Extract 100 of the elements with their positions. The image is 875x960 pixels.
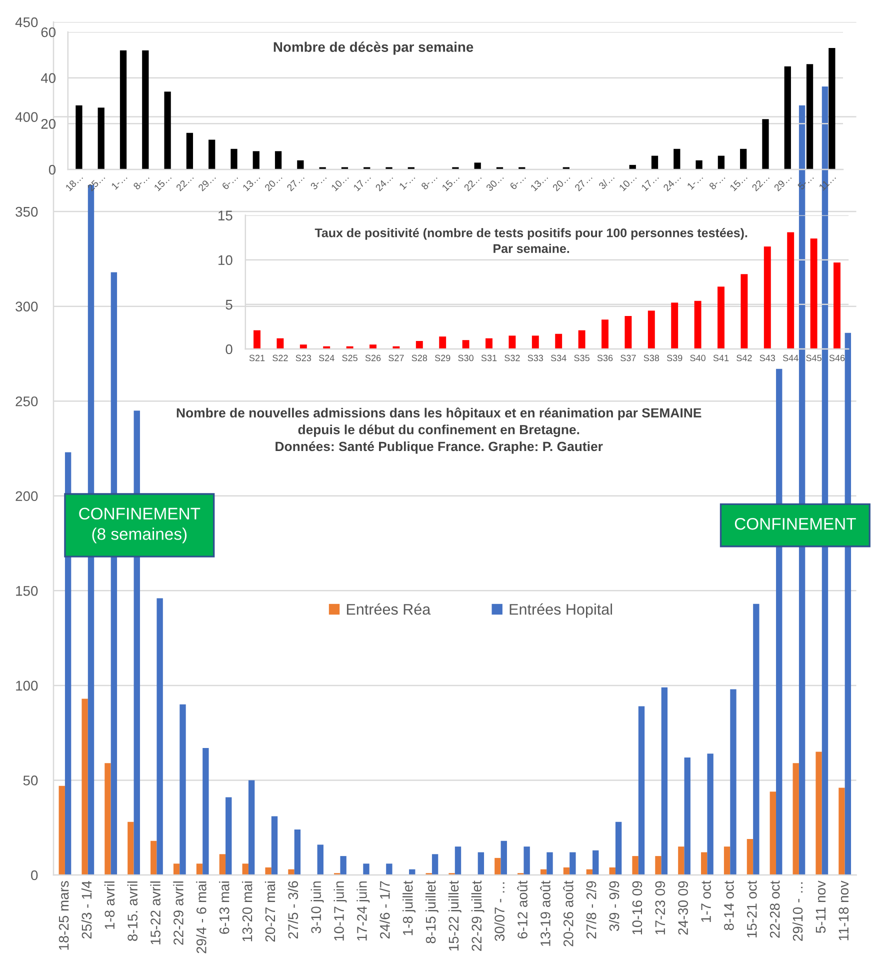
x-tick-label: S31 xyxy=(481,354,497,362)
bar xyxy=(186,132,194,170)
x-tick-label: 5-… xyxy=(797,173,814,190)
y-tick-label: 300 xyxy=(16,302,38,312)
bar xyxy=(753,604,760,875)
bar xyxy=(416,340,423,349)
x-tick-label: 8-15. avril xyxy=(127,881,138,941)
x-tick-label: S21 xyxy=(249,354,265,362)
bar xyxy=(494,858,501,875)
y-tick-label: 40 xyxy=(40,73,56,84)
x-tick-label: 27/8 - 2/9 xyxy=(586,881,596,939)
bar xyxy=(120,50,127,170)
x-tick-label: 1-… xyxy=(686,173,704,190)
x-tick-label: S32 xyxy=(504,354,520,362)
x-tick-label: S28 xyxy=(412,354,428,362)
text: Taux de positivité (nombre de tests positifs pour 100 personnes testées). Par semaine. xyxy=(314,228,748,254)
bar xyxy=(164,92,171,170)
x-tick-label: S29 xyxy=(434,354,450,362)
bar xyxy=(784,66,791,170)
x-tick-label: S43 xyxy=(760,354,776,362)
bar xyxy=(230,148,238,170)
bar xyxy=(810,238,818,349)
x-tick-label: 1-… xyxy=(398,173,416,190)
x-tick-label: 3-… xyxy=(310,173,327,190)
y-tick-label: 0 xyxy=(48,164,56,175)
x-tick-label: 13-19 août xyxy=(540,880,550,946)
x-tick-label: 22-29 avril xyxy=(173,881,184,945)
x-tick-label: 29/4 - 6 mai xyxy=(196,881,206,954)
bar xyxy=(555,334,562,349)
x-tick-label: 6-12 août xyxy=(517,880,528,939)
x-tick-label: 13… xyxy=(530,173,548,192)
x-tick-label: 8-15 juillet xyxy=(425,880,438,944)
x-tick-label: 6-… xyxy=(222,173,238,190)
y-tick-label: 200 xyxy=(16,491,38,502)
x-tick-label: 17-23 09 xyxy=(655,881,666,934)
y-tick-label: 0 xyxy=(226,344,232,354)
x-tick-label: S42 xyxy=(736,354,752,362)
bar xyxy=(98,108,104,170)
bar xyxy=(592,850,599,875)
x-tick-label: 10-17 juin xyxy=(334,881,347,940)
bar xyxy=(546,852,553,875)
bar xyxy=(486,338,492,349)
bar xyxy=(816,752,822,875)
x-tick-label: 15… xyxy=(154,173,172,192)
bar xyxy=(828,48,836,170)
y-tick-label: 100 xyxy=(16,680,38,691)
bar xyxy=(678,846,684,875)
x-tick-label: S26 xyxy=(365,354,381,362)
x-tick-label: 20-27 mai xyxy=(264,881,276,942)
x-tick-label: 3-10 juin xyxy=(310,881,324,934)
bar xyxy=(128,822,134,875)
legend-label: Entrées Réa xyxy=(346,603,431,615)
y-tick-label: 20 xyxy=(41,119,56,129)
y-tick-label: 5 xyxy=(226,300,232,310)
bar xyxy=(787,232,794,349)
bar xyxy=(674,148,680,170)
y-tick-label: 60 xyxy=(41,27,56,38)
bar xyxy=(770,792,776,875)
x-tick-label: 27… xyxy=(286,173,304,192)
bar xyxy=(180,704,186,875)
bar xyxy=(271,816,278,875)
x-tick-label: 11… xyxy=(818,173,836,191)
x-tick-label: S23 xyxy=(296,354,312,362)
bar xyxy=(474,162,481,170)
x-tick-label: 20-26 août xyxy=(563,880,574,946)
bar xyxy=(724,846,730,875)
y-tick-label: 350 xyxy=(16,206,38,217)
x-tick-label: 22… xyxy=(464,173,482,192)
bar xyxy=(602,320,608,349)
x-tick-label: 17… xyxy=(641,173,659,192)
x-tick-label: 27/5 - 3/6 xyxy=(288,881,298,939)
bar xyxy=(764,246,771,349)
x-tick-label: 27… xyxy=(574,173,592,192)
x-tick-label: 1-8 avril xyxy=(104,881,115,929)
bar xyxy=(508,336,516,349)
x-tick-label: 25… xyxy=(87,173,106,192)
x-tick-label: 22… xyxy=(751,173,770,192)
bar xyxy=(363,864,370,875)
y-tick-label: 250 xyxy=(16,396,38,406)
bar xyxy=(370,344,376,349)
bar xyxy=(454,846,462,875)
bar xyxy=(638,706,645,875)
y-tick-label: 450 xyxy=(15,17,38,28)
y-tick-label: 10 xyxy=(218,255,232,266)
bar xyxy=(655,856,662,875)
bar xyxy=(524,846,530,875)
x-tick-label: 1-… xyxy=(111,173,128,190)
x-tick-label: 29… xyxy=(774,173,792,192)
y-tick-label: 0 xyxy=(31,870,38,880)
bar xyxy=(58,786,65,875)
x-tick-label: S35 xyxy=(574,354,590,362)
y-tick-label: 50 xyxy=(23,776,38,786)
bar xyxy=(265,867,272,875)
bar xyxy=(104,763,111,875)
x-tick-label: S45 xyxy=(806,354,822,362)
x-tick-label: 17-24 juin xyxy=(356,881,370,940)
y-tick-label: 150 xyxy=(16,586,38,596)
y-tick-label: 15 xyxy=(218,210,232,220)
x-tick-label: 8-14 oct xyxy=(724,880,734,930)
bar xyxy=(684,757,690,875)
